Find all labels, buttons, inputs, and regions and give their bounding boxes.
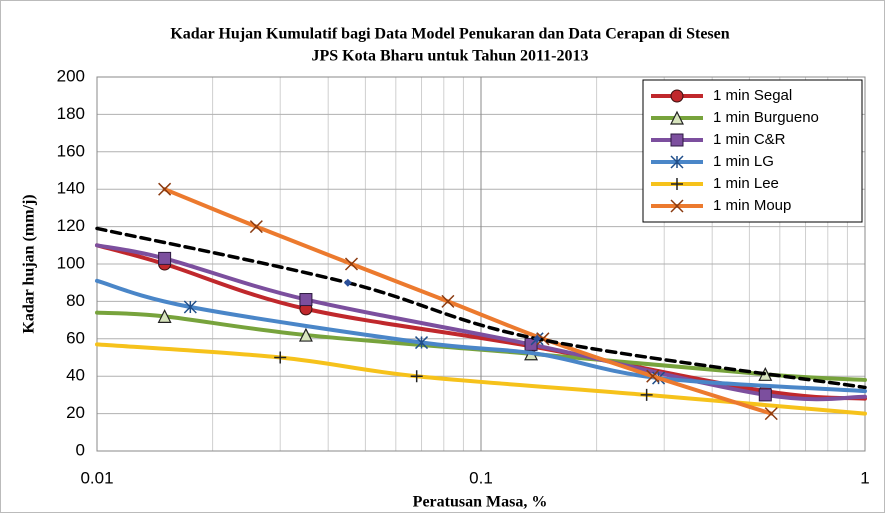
y-tick-label: 100 xyxy=(57,253,85,272)
series xyxy=(95,243,867,402)
legend-box xyxy=(642,79,863,223)
legend-marker xyxy=(670,89,684,103)
marker xyxy=(764,407,778,421)
legend-label: 1 min C&R xyxy=(713,131,786,148)
marker xyxy=(249,220,263,234)
series xyxy=(95,226,867,390)
chart-title: JPS Kota Bharu untuk Tahun 2011-2013 xyxy=(312,48,589,65)
y-axis-label: Kadar hujan (mm/j) xyxy=(21,194,38,333)
y-tick-label: 20 xyxy=(66,403,85,422)
legend-label: 1 min Segal xyxy=(713,87,792,104)
legend-label: 1 min LG xyxy=(713,153,774,170)
marker xyxy=(343,278,352,287)
x-axis-label: Peratusan Masa, % xyxy=(413,494,548,511)
marker xyxy=(410,370,423,383)
legend-label: 1 min Burgueno xyxy=(713,109,819,126)
y-tick-label: 40 xyxy=(66,366,85,385)
x-tick-label: 1 xyxy=(860,468,869,487)
marker xyxy=(274,351,287,364)
legend-marker xyxy=(670,155,684,169)
y-tick-label: 80 xyxy=(66,291,85,310)
y-tick-label: 160 xyxy=(57,141,85,160)
legend-label: 1 min Moup xyxy=(713,197,791,214)
marker xyxy=(414,336,429,350)
legend-label: 1 min Lee xyxy=(713,175,779,192)
marker xyxy=(758,388,772,402)
y-tick-label: 180 xyxy=(57,104,85,123)
legend: 1 min Segal 1 min Burgueno 1 min C&R 1 min … xyxy=(642,79,863,223)
marker xyxy=(299,293,313,307)
legend-marker xyxy=(670,110,684,125)
x-tick-label: 0.1 xyxy=(469,468,493,487)
marker xyxy=(158,182,172,196)
line xyxy=(95,226,867,390)
chart-title: Kadar Hujan Kumulatif bagi Data Model Pe… xyxy=(170,26,729,43)
marker xyxy=(183,300,197,314)
legend-marker xyxy=(671,178,683,190)
y-tick-label: 140 xyxy=(57,179,85,198)
y-tick-label: 120 xyxy=(57,216,85,235)
y-tick-label: 200 xyxy=(57,66,85,85)
y-tick-label: 60 xyxy=(66,328,85,347)
marker xyxy=(646,369,660,383)
marker xyxy=(344,257,359,271)
legend-marker xyxy=(670,199,684,213)
legend-marker xyxy=(670,133,684,147)
marker xyxy=(441,294,455,308)
marker xyxy=(640,388,653,401)
marker xyxy=(158,251,172,265)
marker xyxy=(298,327,313,342)
marker xyxy=(533,334,542,343)
y-tick-label: 0 xyxy=(76,440,85,459)
x-tick-label: 0.01 xyxy=(80,468,113,487)
marker xyxy=(157,309,172,323)
plot-border xyxy=(96,76,866,452)
